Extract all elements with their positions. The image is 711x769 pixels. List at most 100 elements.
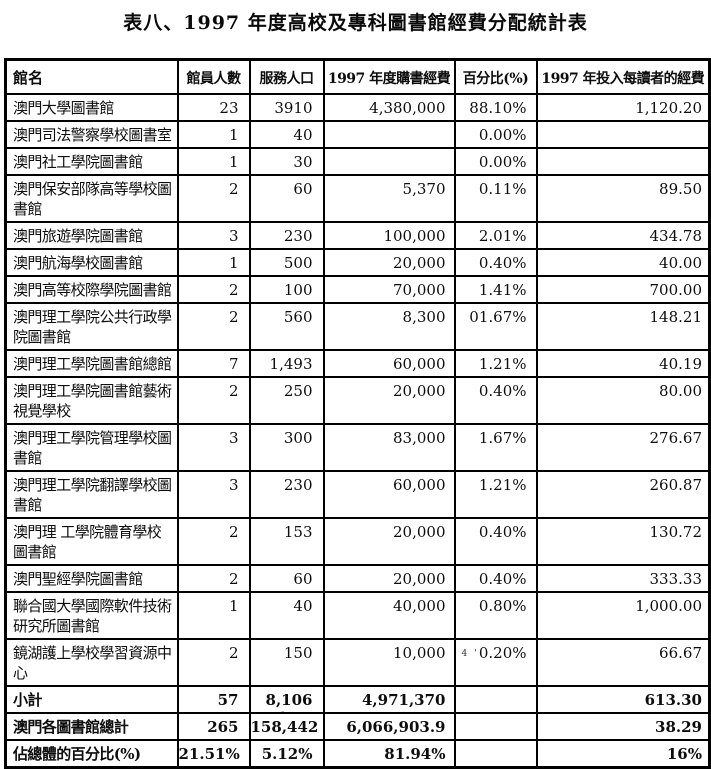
percent-cell: 0.11%: [453, 174, 538, 223]
staff-count-cell: 21.51%: [176, 739, 251, 769]
percent-cell: 1.21%: [453, 470, 538, 519]
cell-value: 2: [228, 644, 239, 662]
cell-value: 10,000: [393, 644, 446, 662]
per-reader-funds-cell: [535, 120, 711, 149]
staff-count-cell: 1: [176, 120, 251, 149]
header-row: 館名 館員人數 服務人口 1997 年度購書經費 百分比(%) 1997 年投入每讀者的經…: [4, 58, 711, 95]
cell-value: 16%: [666, 745, 702, 763]
service-population-cell: 3910: [248, 93, 325, 122]
staff-count-cell: 1: [176, 591, 251, 640]
per-reader-funds-cell: 130.72: [535, 517, 711, 566]
cell-value: 250: [283, 382, 313, 400]
cell-value: 3: [228, 476, 239, 494]
percent-cell: 2.01%: [453, 221, 538, 250]
cell-value: 澳門航海學校圖書館: [13, 254, 143, 272]
service-population-cell: 40: [248, 591, 325, 640]
cell-value: 60: [293, 570, 313, 588]
cell-value: 434.78: [649, 227, 703, 245]
purchase-funds-cell: 20,000: [322, 564, 456, 593]
per-reader-funds-cell: 148.21: [535, 302, 711, 351]
cell-value: 1: [228, 126, 239, 144]
service-population-cell: 500: [248, 248, 325, 277]
cell-value: 5,370: [402, 180, 446, 198]
library-name-cell: 鏡湖護上學校學習資源中心: [4, 638, 179, 687]
cell-value: 3: [228, 429, 239, 447]
per-reader-funds-cell: 1,120.20: [535, 93, 711, 122]
cell-value: 88.10%: [469, 99, 527, 117]
cell-value: 260.87: [649, 476, 703, 494]
cell-value: 276.67: [649, 429, 703, 447]
cell-value: 8,300: [402, 308, 446, 326]
library-name-cell: 小計: [4, 685, 179, 714]
purchase-funds-cell: 6,066,903.9: [322, 712, 456, 741]
cell-value: 澳門理工學院公共行政學院圖書館: [13, 308, 172, 346]
cell-value: 6,066,903.9: [346, 718, 446, 736]
service-population-cell: 5.12%: [248, 739, 325, 769]
cell-value: 2: [228, 180, 239, 198]
cell-value: 0.40%: [478, 382, 527, 400]
purchase-funds-cell: 81.94%: [322, 739, 456, 769]
cell-value: 560: [283, 308, 313, 326]
cell-value: 0.20%: [478, 644, 527, 662]
purchase-funds-cell: 100,000: [322, 221, 456, 250]
per-reader-funds-cell: 1,000.00: [535, 591, 711, 640]
cell-value: 1,000.00: [635, 597, 702, 615]
table-row: 佔總體的百分比(%) 21.51% 5.12% 81.94% 16%: [4, 739, 711, 769]
service-population-cell: 30: [248, 147, 325, 176]
library-name-cell: 澳門大學圖書館: [4, 93, 179, 122]
per-reader-funds-cell: [535, 147, 711, 176]
cell-value: 60: [293, 180, 313, 198]
staff-count-cell: 265: [176, 712, 251, 741]
table-row: 澳門保安部隊高等學校圖書館 2 60 5,370 0.11% 89.50: [4, 174, 711, 223]
cell-value: 澳門旅遊學院圖書館: [13, 227, 143, 245]
per-reader-funds-cell: 333.33: [535, 564, 711, 593]
library-name-cell: 澳門航海學校圖書館: [4, 248, 179, 277]
cell-value: 100: [283, 281, 313, 299]
cell-value: 澳門理 工學院體育學校圖書館: [13, 523, 162, 561]
staff-count-cell: 2: [176, 302, 251, 351]
service-population-cell: 60: [248, 564, 325, 593]
column-header-name: 館名: [4, 58, 179, 95]
service-population-cell: 230: [248, 221, 325, 250]
staff-count-cell: 2: [176, 174, 251, 223]
cell-value: 1: [228, 254, 239, 272]
percent-cell: 0.20% 4 ': [453, 638, 538, 687]
percent-cell: 01.67%: [453, 302, 538, 351]
cell-value: 1: [228, 597, 239, 615]
per-reader-funds-cell: 40.19: [535, 349, 711, 378]
per-reader-funds-cell: 276.67: [535, 423, 711, 472]
cell-value: 265: [207, 718, 239, 736]
cell-value: 0.00%: [478, 153, 527, 171]
staff-count-cell: 3: [176, 423, 251, 472]
per-reader-funds-cell: 16%: [535, 739, 711, 769]
per-reader-funds-cell: 700.00: [535, 275, 711, 304]
percent-cell: 1.21%: [453, 349, 538, 378]
service-population-cell: 1,493: [248, 349, 325, 378]
table-row: 澳門社工學院圖書館 1 30 0.00%: [4, 147, 711, 176]
cell-value: 20,000: [393, 254, 446, 272]
cell-value: 83,000: [393, 429, 446, 447]
cell-value: 153: [283, 523, 313, 541]
table-row: 澳門高等校際學院圖書館 2 100 70,000 1.41% 700.00: [4, 275, 711, 304]
service-population-cell: 300: [248, 423, 325, 472]
cell-value: 2: [228, 382, 239, 400]
cell-value: 鏡湖護上學校學習資源中心: [13, 644, 172, 682]
percent-cell: [453, 712, 538, 741]
table-row: 澳門理 工學院體育學校圖書館 2 153 20,000 0.40% 130.72: [4, 517, 711, 566]
cell-value: 5.12%: [261, 745, 313, 763]
cell-value: 澳門大學圖書館: [13, 99, 114, 117]
service-population-cell: 158,442: [248, 712, 325, 741]
service-population-cell: 60: [248, 174, 325, 223]
cell-value: 40: [293, 126, 313, 144]
library-name-cell: 澳門旅遊學院圖書館: [4, 221, 179, 250]
column-header-percent: 百分比(%): [453, 58, 538, 95]
cell-value: 澳門聖經學院圖書館: [13, 570, 143, 588]
library-name-cell: 澳門高等校際學院圖書館: [4, 275, 179, 304]
table-row: 鏡湖護上學校學習資源中心 2 150 10,000 0.20% 4 ' 66.67: [4, 638, 711, 687]
cell-value: 3910: [274, 99, 313, 117]
staff-count-cell: 3: [176, 470, 251, 519]
cell-value: 澳門社工學院圖書館: [13, 153, 143, 171]
cell-value: 0.40%: [478, 523, 527, 541]
service-population-cell: 8,106£: [248, 685, 325, 714]
staff-count-cell: 2: [176, 376, 251, 425]
